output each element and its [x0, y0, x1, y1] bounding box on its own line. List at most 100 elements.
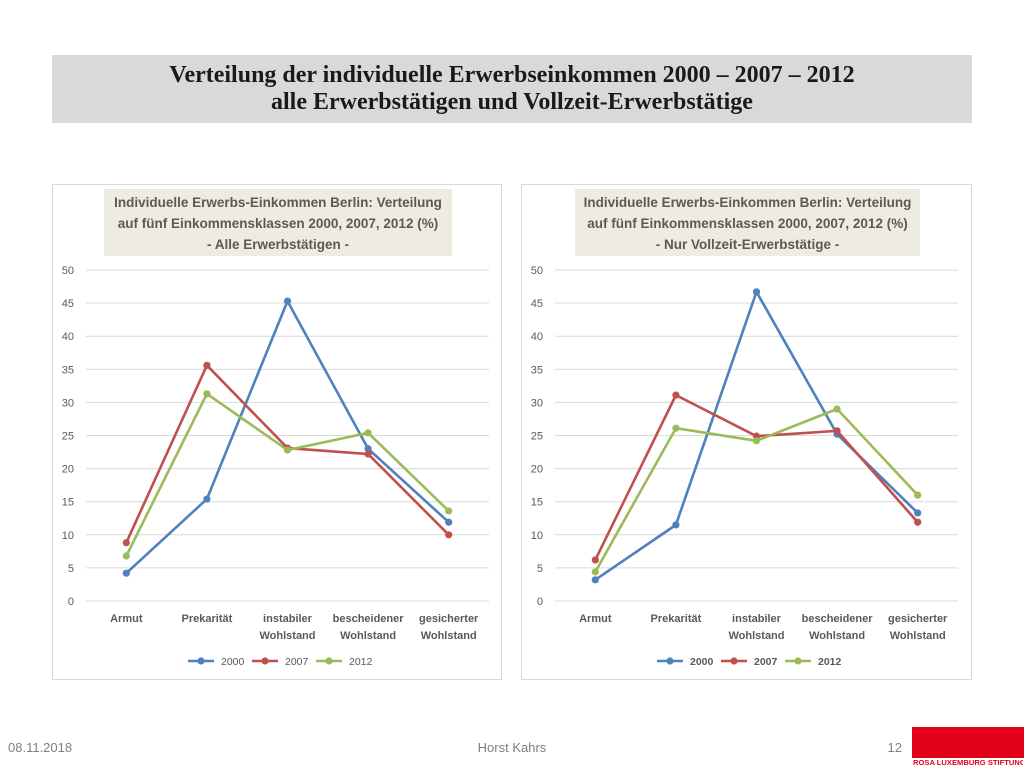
legend-swatch-marker	[261, 657, 269, 665]
series-line-2012	[125, 392, 451, 558]
chart-panel-vollzeit-erwerbstaetige: 0 5 10 15 20 25 30 35 40 45 50 Armut Prekarität insta…	[521, 184, 972, 680]
y-tick-label-25: 25	[62, 431, 74, 443]
line-chart-alle-erwerbstaetige: 0 5 10 15 20 25 30 35 40 45 50 Armut Prekarität insta…	[62, 265, 489, 668]
legend-swatch-marker	[197, 657, 205, 665]
legend-item-2000: 2000	[657, 656, 714, 668]
x-tick-label-line: Wohlstand	[728, 630, 784, 642]
x-tick-label-armut: Armut	[110, 613, 143, 625]
y-tick-label-0: 0	[537, 596, 543, 608]
chart-title-line-1: Individuelle Erwerbs-Einkommen Berlin: V…	[583, 195, 912, 210]
x-tick-label-prekaritaet: Prekarität	[651, 613, 702, 625]
y-tick-label-30: 30	[531, 397, 543, 409]
y-tick-label-10: 10	[62, 530, 74, 542]
data-point-2007-gesicherter-wohlstand	[445, 531, 453, 539]
y-tick-label-10: 10	[531, 530, 543, 542]
legend-swatch-marker	[325, 657, 333, 665]
legend-item-2012: 2012	[316, 656, 373, 668]
slide-title-line-1: Verteilung der individuelle Erwerbseinko…	[169, 62, 855, 88]
x-tick-label-line: instabiler	[732, 613, 782, 625]
series-2012	[122, 390, 453, 560]
legend-item-2012: 2012	[785, 656, 842, 668]
legend-item-2000: 2000	[188, 656, 245, 668]
x-tick-label-line: instabiler	[263, 613, 313, 625]
chart-subtitle: - Alle Erwerbstätigen -	[206, 237, 350, 252]
y-tick-label-20: 20	[62, 464, 74, 476]
data-point-2000-armut	[591, 576, 599, 584]
x-tick-label-line: Wohlstand	[890, 630, 946, 642]
legend-swatch-marker	[730, 657, 738, 665]
x-axis-tick-labels: Armut Prekarität instabiler Wohlstandbesche…	[110, 613, 479, 642]
series-group	[591, 288, 922, 584]
series-group	[122, 297, 453, 577]
y-tick-label-30: 30	[62, 397, 74, 409]
y-tick-label-35: 35	[62, 364, 74, 376]
x-tick-label-line: Armut	[110, 613, 143, 625]
logo-text: ROSA LUXEMBURG STIFTUNG	[913, 758, 1023, 767]
legend-label: 2000	[690, 656, 714, 668]
chart-title-line-2: auf fünf Einkommensklassen 2000, 2007, 2…	[587, 216, 908, 231]
y-tick-label-45: 45	[62, 298, 74, 310]
legend-item-2007: 2007	[252, 656, 309, 668]
legend-label: 2000	[221, 656, 245, 668]
rosa-luxemburg-stiftung-logo	[912, 727, 1024, 758]
y-tick-label-5: 5	[68, 563, 74, 575]
x-tick-label-line: bescheidener	[333, 613, 405, 625]
data-point-2007-armut	[591, 556, 599, 564]
data-point-2012-bescheidener-wohlstand	[364, 429, 372, 437]
footer-page-number: 12	[887, 740, 902, 755]
x-tick-label-line: gesicherter	[419, 613, 479, 625]
legend-label: 2007	[754, 656, 778, 668]
data-point-2000-gesicherter-wohlstand	[445, 518, 453, 526]
data-point-2000-instabiler-wohlstand	[283, 297, 292, 305]
line-chart-vollzeit-erwerbstaetige: 0 5 10 15 20 25 30 35 40 45 50 Armut Prekarität insta…	[531, 265, 958, 668]
y-tick-label-50: 50	[531, 265, 543, 277]
footer-date: 08.11.2018	[8, 740, 73, 755]
data-point-2000-instabiler-wohlstand	[752, 288, 761, 296]
x-tick-label-line: Wohlstand	[340, 630, 396, 642]
y-axis-tick-labels: 0 5 10 15 20 25 30 35 40 45 50	[531, 265, 543, 608]
data-point-2012-gesicherter-wohlstand	[445, 507, 453, 515]
x-tick-label-armut: Armut	[579, 613, 612, 625]
legend-label: 2007	[285, 656, 309, 668]
chart-panel-alle-erwerbstaetige: 0 5 10 15 20 25 30 35 40 45 50 Armut Prekarität insta…	[52, 184, 502, 680]
x-tick-label-line: Wohlstand	[259, 630, 315, 642]
gridlines	[86, 269, 489, 602]
data-point-2000-prekaritaet	[672, 521, 680, 529]
chart-subtitle: - Nur Vollzeit-Erwerbstätige -	[655, 237, 840, 252]
chart-title-line-1: Individuelle Erwerbs-Einkommen Berlin: V…	[114, 195, 442, 210]
x-tick-label-gesicherter-wohlstand: gesicherter Wohlstand	[888, 613, 948, 642]
chart-title-box: Individuelle Erwerbs-Einkommen Berlin: V…	[575, 189, 920, 256]
chart-title-box: Individuelle Erwerbs-Einkommen Berlin: V…	[104, 189, 452, 256]
legend-label: 2012	[818, 656, 842, 668]
footer-author: Horst Kahrs	[477, 740, 547, 755]
slide-title-line-2: alle Erwerbstätigen und Vollzeit-Erwerbs…	[271, 89, 753, 115]
legend-item-2007: 2007	[721, 656, 778, 668]
x-tick-label-prekaritaet: Prekarität	[182, 613, 233, 625]
x-axis-tick-labels: Armut Prekarität instabiler Wohlstandbesche…	[579, 613, 948, 642]
legend-label: 2012	[349, 656, 373, 668]
x-tick-label-line: Armut	[579, 613, 612, 625]
x-tick-label-instabiler-wohlstand: instabiler Wohlstand	[259, 613, 315, 642]
data-point-2007-prekaritaet	[203, 361, 211, 369]
x-tick-label-line: Wohlstand	[809, 630, 865, 642]
x-tick-label-line: Prekarität	[182, 613, 233, 625]
data-point-2007-prekaritaet	[672, 391, 680, 399]
series-2012	[591, 405, 922, 576]
x-tick-label-line: Prekarität	[651, 613, 702, 625]
legend: 2000 2007 2012	[188, 656, 373, 668]
data-point-2012-prekaritaet	[672, 424, 680, 432]
data-point-2000-armut	[122, 569, 130, 577]
x-tick-label-bescheidener-wohlstand: bescheidener Wohlstand	[802, 613, 874, 642]
x-tick-label-gesicherter-wohlstand: gesicherter Wohlstand	[419, 613, 479, 642]
y-tick-label-5: 5	[537, 563, 543, 575]
y-tick-label-40: 40	[62, 331, 74, 343]
series-line-2007	[125, 364, 451, 545]
x-tick-label-line: bescheidener	[802, 613, 874, 625]
x-tick-label-bescheidener-wohlstand: bescheidener Wohlstand	[333, 613, 405, 642]
data-point-2012-bescheidener-wohlstand	[833, 405, 841, 413]
y-tick-label-25: 25	[531, 431, 543, 443]
y-tick-label-45: 45	[531, 298, 543, 310]
y-tick-label-20: 20	[531, 464, 543, 476]
y-tick-label-15: 15	[62, 497, 74, 509]
